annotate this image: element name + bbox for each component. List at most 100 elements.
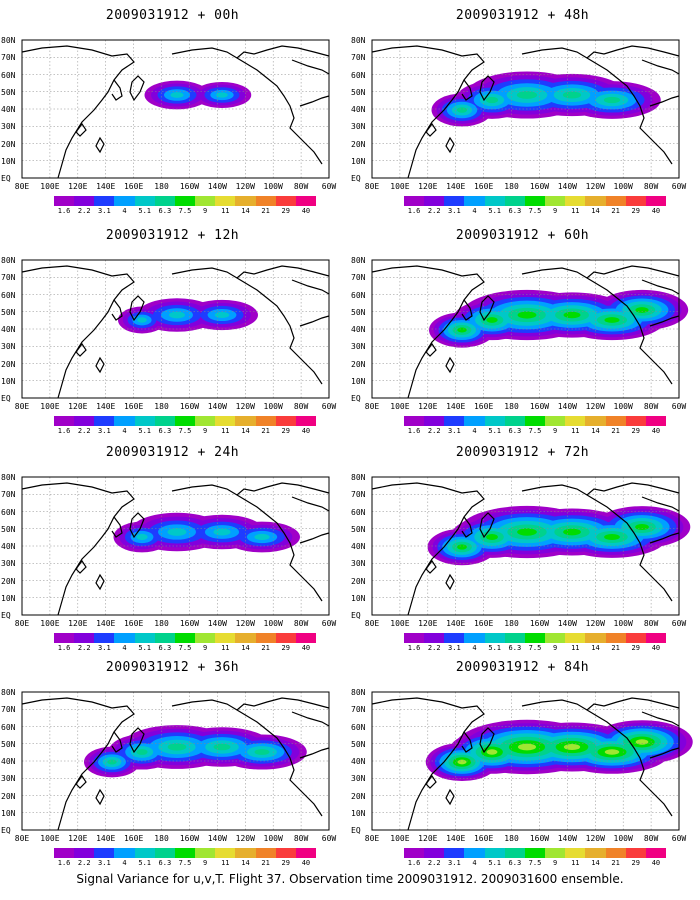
lon-label: 60W bbox=[321, 834, 337, 843]
coastline bbox=[479, 295, 495, 322]
colorbar-swatch bbox=[275, 416, 296, 426]
coastline bbox=[291, 279, 330, 295]
colorbar-swatch bbox=[464, 848, 485, 858]
colorbar-label: 21 bbox=[261, 207, 270, 215]
lat-label: 30N bbox=[351, 559, 366, 569]
variance-contour bbox=[563, 528, 581, 536]
lon-label: 100W bbox=[263, 619, 283, 628]
colorbar-swatch bbox=[74, 416, 95, 426]
lat-label: EQ bbox=[1, 174, 11, 183]
colorbar-label: 14 bbox=[591, 644, 600, 652]
colorbar-swatch bbox=[215, 848, 236, 858]
panel-title: 2009031912 + 84h bbox=[455, 660, 590, 675]
lat-label: 20N bbox=[351, 139, 366, 149]
lon-label: 180 bbox=[504, 619, 519, 628]
colorbar-label: 6.3 bbox=[508, 207, 522, 215]
coastline bbox=[425, 559, 437, 574]
colorbar-label: 40 bbox=[651, 207, 661, 215]
colorbar-label: 3.1 bbox=[98, 859, 111, 867]
lat-label: EQ bbox=[351, 611, 361, 620]
lon-label: 120W bbox=[585, 182, 605, 191]
variance-contour bbox=[517, 743, 537, 751]
coastline bbox=[649, 315, 680, 327]
coastline bbox=[111, 79, 123, 101]
lon-label: 160E bbox=[473, 402, 494, 411]
colorbar-label: 5.1 bbox=[138, 427, 152, 435]
lon-label: 140E bbox=[446, 402, 466, 411]
colorbar-label: 9 bbox=[553, 427, 558, 435]
lon-label: 80W bbox=[643, 182, 659, 191]
lat-label: 80N bbox=[351, 473, 366, 482]
panel-title: 2009031912 + 00h bbox=[105, 8, 240, 23]
colorbar-swatch bbox=[645, 848, 667, 858]
lon-label: 160W bbox=[529, 619, 550, 628]
colorbar-swatch bbox=[424, 848, 445, 858]
colorbar-labels: 1.6 2.2 3.1 4 5.1 6.3 7.5 9 11 14 21 29 40 bbox=[54, 644, 316, 654]
colorbar-swatch bbox=[404, 416, 425, 426]
coastline bbox=[111, 731, 123, 753]
coastline bbox=[649, 95, 680, 107]
lon-label: 80W bbox=[643, 619, 659, 628]
lat-label: 30N bbox=[1, 342, 16, 352]
colorbar-label: 6.3 bbox=[158, 207, 172, 215]
colorbar-swatch bbox=[114, 196, 135, 206]
map-grid bbox=[22, 692, 329, 830]
colorbar-label: 29 bbox=[281, 427, 290, 435]
lon-label: 60W bbox=[671, 834, 687, 843]
lat-label: 10N bbox=[1, 593, 16, 603]
colorbar-label: 9 bbox=[203, 207, 208, 215]
colorbar-swatch bbox=[275, 848, 296, 858]
colorbar-swatch bbox=[464, 416, 485, 426]
lat-label: 50N bbox=[351, 739, 366, 749]
colorbar-swatch bbox=[275, 633, 296, 643]
map-p12 bbox=[21, 259, 330, 399]
lon-label: 140W bbox=[207, 834, 227, 843]
colorbar-swatch bbox=[195, 416, 216, 426]
map-grid bbox=[22, 260, 329, 398]
variance-contour bbox=[635, 739, 649, 745]
lon-label: 80E bbox=[14, 182, 30, 191]
colorbar-label: 7.5 bbox=[178, 644, 192, 652]
lon-label: 120E bbox=[418, 402, 438, 411]
variance-contour bbox=[635, 307, 649, 313]
variance-contour bbox=[604, 749, 620, 755]
colorbar-swatch bbox=[255, 633, 276, 643]
colorbar-label: 14 bbox=[591, 207, 600, 215]
lon-label: 140W bbox=[207, 619, 227, 628]
lat-label: 10N bbox=[351, 156, 366, 166]
lat-label: 60N bbox=[351, 70, 366, 80]
colorbar-swatch bbox=[134, 848, 155, 858]
panel-title: 2009031912 + 48h bbox=[455, 8, 590, 23]
colorbar-label: 3.1 bbox=[98, 644, 111, 652]
coastline bbox=[521, 267, 673, 385]
map-grid bbox=[372, 40, 679, 178]
colorbar-swatch bbox=[565, 848, 586, 858]
variance-contour bbox=[169, 311, 185, 319]
colorbar-swatch bbox=[444, 196, 465, 206]
variance-contour bbox=[216, 92, 228, 98]
lon-label: 80W bbox=[643, 402, 659, 411]
lat-label: 40N bbox=[1, 542, 16, 551]
variance-field bbox=[144, 80, 252, 110]
variance-contour bbox=[213, 743, 231, 751]
colorbar-swatch bbox=[645, 633, 667, 643]
colorbar-label: 3.1 bbox=[448, 427, 461, 435]
variance-contour bbox=[136, 749, 148, 755]
lat-label: EQ bbox=[351, 394, 361, 403]
lat-label: EQ bbox=[1, 611, 11, 620]
lon-label: 140E bbox=[446, 619, 466, 628]
colorbar-label: 4 bbox=[472, 859, 477, 867]
colorbar-label: 6.3 bbox=[158, 427, 172, 435]
lon-label: 100E bbox=[40, 402, 60, 411]
colorbar-label: 14 bbox=[591, 427, 600, 435]
lat-label: 70N bbox=[351, 490, 366, 500]
variance-contour bbox=[562, 91, 582, 99]
coastline bbox=[479, 727, 495, 754]
coastline bbox=[641, 711, 680, 727]
colorbar-swatch bbox=[255, 196, 276, 206]
lat-label: 10N bbox=[351, 808, 366, 818]
colorbar-label: 1.6 bbox=[407, 427, 421, 435]
colorbar-swatch bbox=[174, 196, 196, 206]
lat-label: 50N bbox=[1, 739, 16, 749]
colorbar-label: 21 bbox=[611, 644, 620, 652]
